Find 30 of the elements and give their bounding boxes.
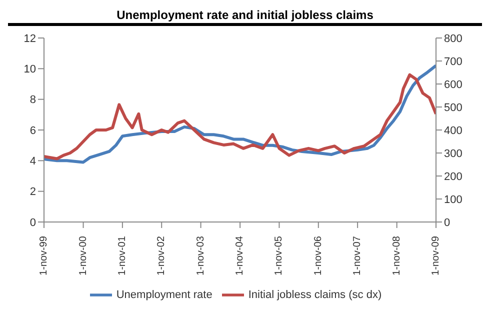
y2-tick-label: 200 (444, 170, 462, 183)
x-tick-label: 1-nov-02 (156, 236, 168, 276)
y2-tick-label: 800 (444, 32, 462, 45)
legend-label: Unemployment rate (116, 288, 212, 301)
y-tick-label: 12 (24, 32, 36, 45)
chart-title: Unemployment rate and initial jobless claims (8, 8, 482, 26)
y2-tick-label: 300 (444, 148, 462, 160)
x-tick-label: 1-nov-03 (195, 236, 206, 276)
y2-tick-label: 600 (444, 78, 462, 91)
y2-tick-label: 700 (444, 56, 462, 68)
x-tick-label: 1-nov-06 (312, 236, 324, 276)
y2-tick-label: 500 (444, 102, 462, 114)
x-tick-label: 1-nov-08 (391, 236, 402, 276)
x-tick-label: 1-nov-09 (430, 236, 442, 276)
x-tick-label: 1-nov-05 (274, 236, 285, 276)
x-tick-label: 1-nov-99 (38, 236, 50, 276)
x-tick-label: 1-nov-01 (116, 236, 128, 276)
y-tick-label: 4 (30, 156, 36, 168)
y2-tick-label: 0 (444, 216, 450, 229)
y-tick-label: 6 (30, 124, 36, 137)
x-tick-label: 1-nov-04 (234, 236, 246, 276)
y2-tick-label: 400 (444, 124, 462, 137)
y-tick-label: 8 (30, 94, 36, 106)
y-tick-label: 0 (30, 216, 36, 229)
y-tick-label: 10 (24, 64, 36, 76)
x-tick-label: 1-nov-00 (78, 236, 89, 276)
legend-label: Initial jobless claims (sc dx) (248, 288, 382, 301)
y2-tick-label: 100 (444, 194, 462, 206)
y-tick-label: 2 (30, 186, 36, 198)
x-tick-label: 1-nov-07 (352, 236, 364, 276)
